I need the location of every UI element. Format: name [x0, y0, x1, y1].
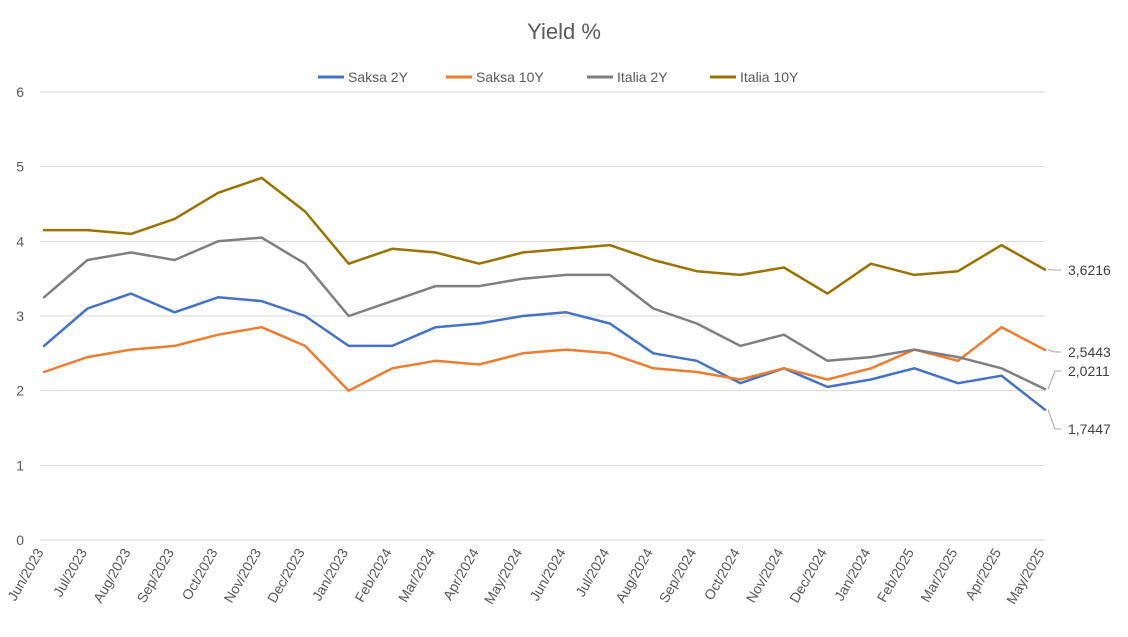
- x-tick-label: Feb/2024: [351, 545, 395, 604]
- y-axis: 0 1 2 3 4 5 6: [16, 84, 24, 548]
- legend-label: Saksa 10Y: [476, 69, 544, 85]
- y-tick-label: 0: [16, 532, 24, 548]
- x-tick-label: May/2024: [481, 545, 526, 606]
- x-tick-label: Aug/2024: [612, 545, 656, 605]
- x-tick-label: Apr/2025: [962, 545, 1004, 602]
- end-value-label: 1,7447: [1068, 421, 1111, 437]
- end-labels: 1,7447 2,5443 2,0211 3,6216: [1047, 262, 1111, 437]
- x-tick-label: Oct/2023: [178, 545, 220, 602]
- x-tick-label: Aug/2023: [90, 545, 134, 605]
- x-tick-label: Dec/2024: [786, 545, 830, 605]
- x-axis: Jun/2023 Jul/2023 Aug/2023 Sep/2023 Oct/2023…: [4, 545, 1048, 606]
- end-value-label: 3,6216: [1068, 262, 1111, 278]
- x-tick-label: Jul/2024: [572, 545, 612, 599]
- x-tick-label: Jun/2023: [4, 545, 47, 603]
- x-tick-label: Jul/2023: [50, 545, 90, 599]
- series-line-italia-2y: [42, 236, 1047, 391]
- x-tick-label: Nov/2024: [743, 545, 787, 605]
- y-tick-label: 6: [16, 84, 24, 100]
- x-tick-label: Sep/2023: [133, 545, 177, 605]
- end-value-label: 2,0211: [1068, 363, 1110, 379]
- x-tick-label: Jun/2024: [526, 545, 569, 603]
- series-line-saksa-2y: [42, 292, 1047, 411]
- x-tick-label: Dec/2023: [264, 545, 308, 605]
- legend-label: Saksa 2Y: [348, 69, 409, 85]
- series-group: [42, 176, 1047, 411]
- x-tick-label: Apr/2024: [440, 545, 482, 602]
- series-line-saksa-10y: [42, 325, 1047, 392]
- end-label-leader: [1047, 409, 1061, 430]
- x-tick-label: Mar/2024: [395, 545, 439, 604]
- legend-label: Italia 10Y: [740, 69, 799, 85]
- legend-label: Italia 2Y: [617, 69, 668, 85]
- x-tick-label: Jan/2023: [309, 545, 352, 603]
- x-tick-label: Oct/2024: [701, 545, 743, 602]
- series-line-italia-10y: [42, 176, 1047, 295]
- y-tick-label: 3: [16, 308, 24, 324]
- end-label-leader: [1047, 370, 1061, 390]
- gridlines: [40, 91, 1045, 541]
- x-tick-label: Mar/2025: [917, 545, 961, 604]
- chart-title: Yield %: [527, 19, 601, 44]
- legend: Saksa 2Y Saksa 10Y Italia 2Y Italia 10Y: [318, 69, 799, 85]
- y-tick-label: 2: [16, 383, 24, 399]
- x-tick-label: May/2025: [1003, 545, 1048, 606]
- x-tick-label: Sep/2024: [656, 545, 700, 605]
- x-tick-label: Nov/2023: [220, 545, 264, 605]
- y-tick-label: 5: [16, 159, 24, 175]
- x-tick-label: Jan/2024: [831, 545, 874, 603]
- y-tick-label: 1: [16, 457, 24, 473]
- x-tick-label: Feb/2025: [874, 545, 918, 604]
- end-label-leader: [1047, 349, 1061, 353]
- end-value-label: 2,5443: [1068, 344, 1111, 360]
- y-tick-label: 4: [16, 233, 24, 249]
